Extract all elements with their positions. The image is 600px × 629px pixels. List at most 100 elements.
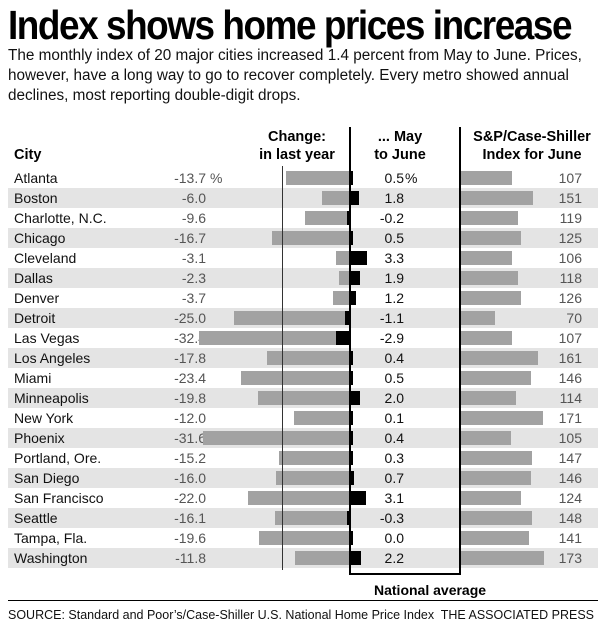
header-change-line1: Change: [268, 129, 326, 145]
monthly-change-value: 0.4 [384, 430, 404, 446]
city-label: Charlotte, N.C. [14, 210, 107, 226]
monthly-change-value: 0.3 [384, 450, 404, 466]
monthly-change-value: 1.2 [384, 290, 404, 306]
annual-change-value: -16.1 [174, 510, 206, 526]
index-value: 119 [559, 210, 582, 226]
percent-sign: % [210, 170, 223, 186]
monthly-change-bar [350, 551, 361, 565]
annual-change-bar [203, 431, 350, 445]
city-label: Boston [14, 190, 58, 206]
city-label: New York [14, 410, 74, 426]
monthly-change-value: 0.5 [384, 370, 404, 386]
monthly-change-value: 0.0 [384, 530, 404, 546]
annual-change-value: -19.8 [174, 390, 206, 406]
percent-sign: % [405, 170, 418, 186]
annual-change-bar [279, 451, 350, 465]
city-label: Washington [14, 550, 88, 566]
monthly-change-bar [350, 291, 356, 305]
annual-change-bar [332, 291, 350, 305]
chart-subtitle: The monthly index of 20 major cities inc… [8, 47, 582, 104]
annual-change-bar [339, 271, 350, 285]
city-label: San Francisco [14, 490, 104, 506]
index-bar [461, 491, 521, 505]
city-label: San Diego [14, 470, 80, 486]
monthly-change-value: -1.1 [379, 310, 404, 326]
source-note: SOURCE: Standard and Poor’s/Case-Shiller… [8, 608, 435, 622]
index-bar [461, 251, 512, 265]
monthly-change-value: 0.5 [384, 230, 404, 246]
monthly-change-bar [350, 391, 360, 405]
monthly-change-bar [350, 451, 353, 465]
annual-change-bar [272, 231, 350, 245]
index-bar [461, 311, 495, 325]
row-shading [8, 268, 598, 288]
monthly-change-value: -2.9 [379, 330, 404, 346]
index-value: 173 [558, 550, 582, 566]
annual-change-bar [322, 191, 350, 205]
index-bar [461, 371, 532, 385]
index-value: 105 [558, 430, 582, 446]
national-average-line [349, 127, 351, 575]
monthly-change-value: -0.3 [379, 510, 404, 526]
index-value: 161 [558, 350, 582, 366]
index-bar [461, 391, 516, 405]
index-value: 118 [559, 270, 582, 286]
index-bar [461, 271, 518, 285]
annual-change-value: -9.6 [181, 210, 206, 226]
city-label: Denver [14, 290, 60, 306]
annual-change-bar [247, 491, 350, 505]
national-average-bracket [349, 573, 461, 575]
monthly-change-value: 0.4 [384, 350, 404, 366]
index-bar [461, 171, 513, 185]
annual-change-value: -22.0 [174, 490, 206, 506]
monthly-change-bar [344, 311, 350, 325]
annual-change-value: -2.3 [181, 270, 206, 286]
city-label: Minneapolis [14, 390, 89, 406]
city-label: Portland, Ore. [14, 450, 102, 466]
annual-change-value: -6.0 [181, 190, 206, 206]
index-bar [461, 471, 532, 485]
monthly-change-bar [350, 171, 353, 185]
annual-change-bar [305, 211, 350, 225]
index-bar [461, 291, 522, 305]
index-value: 146 [558, 370, 582, 386]
monthly-change-bar [350, 251, 367, 265]
monthly-change-value: 3.1 [384, 490, 404, 506]
index-bar [461, 511, 533, 525]
city-label: Seattle [14, 510, 58, 526]
city-label: Atlanta [14, 170, 58, 186]
index-value: 148 [558, 510, 582, 526]
national-average-label: National average [370, 582, 491, 598]
index-bar [461, 191, 534, 205]
annual-change-value: -16.0 [174, 470, 206, 486]
header-change-line2: in last year [259, 147, 335, 163]
city-label: Las Vegas [14, 330, 80, 346]
city-label: Tampa, Fla. [14, 530, 88, 546]
annual-change-value: -23.4 [174, 370, 206, 386]
index-value: 146 [558, 470, 582, 486]
monthly-change-bar [350, 431, 353, 445]
annual-change-value: -12.0 [174, 410, 206, 426]
index-value: 114 [559, 390, 582, 406]
monthly-change-bar [350, 531, 353, 545]
index-value: 126 [558, 290, 582, 306]
header-index-line1: S&P/Case-Shiller [473, 129, 591, 145]
monthly-change-value: 3.3 [384, 250, 404, 266]
index-bar [461, 531, 529, 545]
index-value: 171 [558, 410, 582, 426]
index-value: 141 [558, 530, 582, 546]
city-label: Detroit [14, 310, 56, 326]
index-value: 151 [558, 190, 582, 206]
index-bar [461, 231, 521, 245]
monthly-change-bar [350, 491, 366, 505]
annual-change-bar [199, 331, 350, 345]
header-monthly-line1: ... May [377, 129, 423, 145]
monthly-change-bar [350, 271, 360, 285]
header-index-line2: Index for June [482, 147, 582, 163]
annual-change-bar [267, 351, 350, 365]
monthly-change-value: 0.7 [384, 470, 404, 486]
city-label: Dallas [14, 270, 53, 286]
monthly-change-value: 0.5 [384, 170, 404, 186]
annual-change-value: -16.7 [174, 230, 206, 246]
index-bar [461, 551, 545, 565]
